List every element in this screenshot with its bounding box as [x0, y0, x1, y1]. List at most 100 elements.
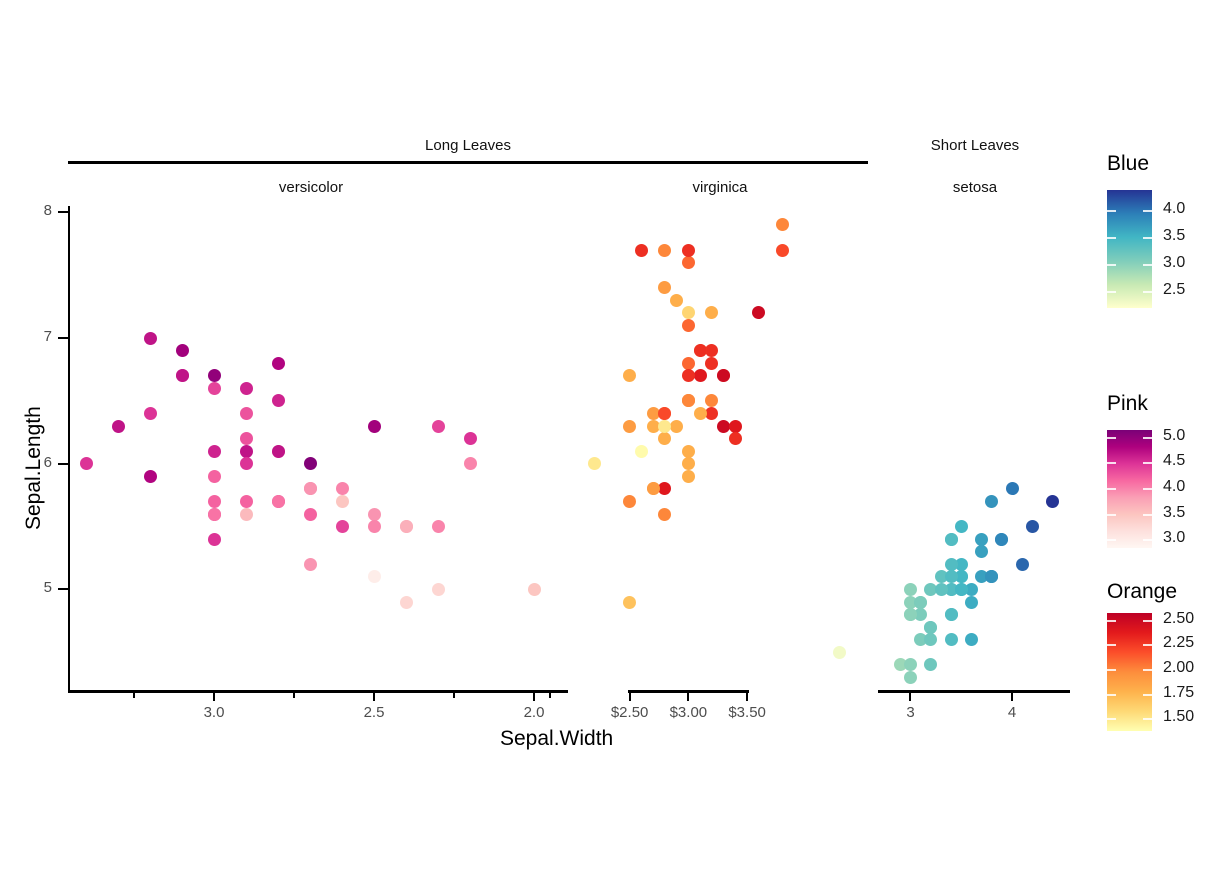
data-point: [271, 444, 285, 458]
data-point: [954, 520, 968, 534]
legend-tick-mark: [1143, 539, 1152, 542]
data-point: [175, 344, 189, 358]
data-point: [904, 608, 917, 622]
strip-top-long-leaves: Long Leaves: [425, 137, 511, 154]
data-point: [944, 532, 958, 546]
strip-label-versicolor: versicolor: [278, 179, 344, 196]
data-point: [111, 419, 125, 433]
data-point: [670, 419, 684, 433]
data-point: [681, 243, 695, 257]
x-minor-tick-mark: [549, 693, 551, 698]
data-point: [367, 419, 381, 433]
data-point: [335, 482, 349, 496]
legend-tick-mark: [1143, 462, 1152, 465]
y-axis-line: [68, 206, 70, 690]
data-point: [658, 432, 672, 446]
data-point: [587, 457, 601, 471]
legend-tick-mark: [1107, 669, 1116, 672]
data-point: [705, 394, 719, 408]
x-minor-tick-mark: [133, 693, 135, 698]
data-point: [934, 582, 948, 596]
data-point: [79, 457, 93, 471]
data-point: [904, 658, 917, 672]
legend-tick-mark: [1107, 264, 1116, 267]
data-point: [1046, 494, 1060, 508]
data-point: [143, 406, 157, 420]
x-tick-mark: [373, 693, 375, 701]
x-tick-label: $3.50: [728, 704, 766, 721]
data-point: [623, 419, 637, 433]
data-point: [463, 432, 477, 446]
data-point: [1025, 520, 1039, 534]
legend-tick-mark: [1107, 693, 1116, 696]
data-point: [944, 608, 958, 622]
legend-tick-mark: [1143, 436, 1152, 439]
legend-tick-mark: [1143, 718, 1152, 721]
data-point: [634, 243, 648, 257]
legend-tick-label: 3.5: [1163, 503, 1186, 521]
data-point: [271, 356, 285, 370]
y-tick-label: 8: [43, 202, 52, 220]
data-point: [303, 482, 317, 496]
data-point: [904, 595, 917, 609]
legend-tick-mark: [1107, 290, 1116, 293]
data-point: [705, 344, 719, 358]
legend-tick-label: 2.50: [1163, 609, 1195, 627]
data-point: [399, 520, 413, 534]
legend-tick-label: 1.50: [1163, 708, 1195, 726]
data-point: [893, 658, 907, 672]
data-point: [658, 281, 672, 295]
data-point: [693, 406, 707, 420]
data-point: [207, 507, 221, 521]
legend-tick-label: 3.0: [1163, 254, 1186, 272]
legend-tick-mark: [1107, 436, 1116, 439]
data-point: [693, 369, 707, 383]
legend-tick-mark: [1143, 488, 1152, 490]
data-point: [646, 482, 660, 496]
data-point: [670, 293, 684, 307]
data-point: [934, 570, 948, 584]
legend-tick-mark: [1107, 644, 1116, 647]
x-tick-mark: [909, 693, 912, 701]
data-point: [1005, 482, 1019, 496]
data-point: [954, 570, 968, 584]
data-point: [367, 570, 381, 584]
legend-tick-mark: [1143, 693, 1152, 696]
y-tick-mark: [58, 462, 68, 465]
x-tick-label: 3.0: [203, 704, 225, 721]
data-point: [717, 369, 731, 383]
legend-tick-mark: [1143, 290, 1152, 293]
data-point: [658, 419, 672, 433]
legend-tick-mark: [1107, 210, 1116, 213]
data-point: [775, 218, 789, 232]
legend-colorbar: [1107, 613, 1152, 731]
data-point: [924, 658, 938, 672]
data-point: [658, 507, 672, 521]
data-point: [975, 570, 989, 584]
data-point: [975, 545, 989, 559]
data-point: [623, 369, 637, 383]
data-point: [775, 243, 789, 257]
data-point: [207, 369, 221, 383]
data-point: [681, 444, 695, 458]
data-point: [658, 406, 672, 420]
data-point: [904, 582, 917, 596]
y-tick-mark: [58, 211, 68, 214]
data-point: [207, 381, 221, 395]
data-point: [303, 507, 317, 521]
data-point: [399, 595, 413, 609]
data-point: [954, 582, 968, 596]
data-point: [303, 457, 317, 471]
legend-tick-label: 4.0: [1163, 200, 1186, 218]
data-point: [658, 243, 672, 257]
x-tick-label: 3: [906, 704, 915, 721]
data-point: [367, 520, 381, 534]
strip-top-rule-long-leaves: [68, 161, 868, 164]
legend-tick-label: 2.5: [1163, 280, 1186, 298]
data-point: [944, 582, 958, 596]
legend-tick-label: 3.5: [1163, 227, 1186, 245]
data-point: [728, 432, 742, 446]
data-point: [207, 532, 221, 546]
data-point: [143, 469, 157, 483]
data-point: [335, 494, 349, 508]
